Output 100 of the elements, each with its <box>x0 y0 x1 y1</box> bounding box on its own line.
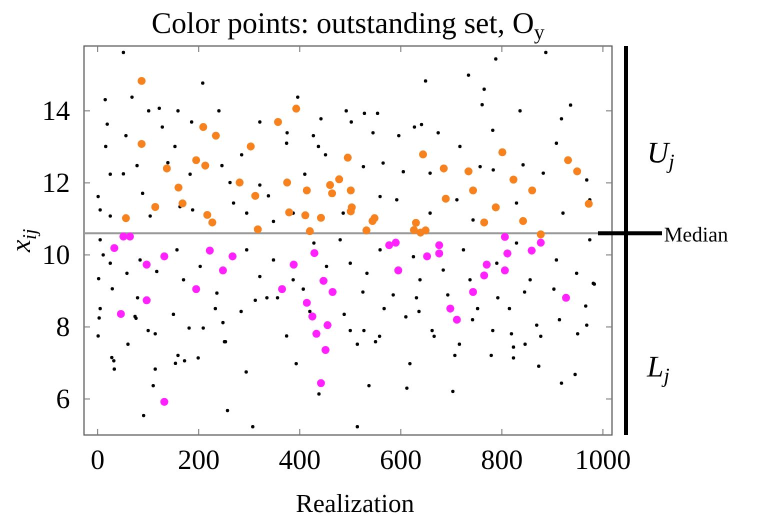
x-tick-label: 200 <box>178 444 220 476</box>
point <box>464 167 472 176</box>
point <box>435 241 444 250</box>
point <box>192 156 200 164</box>
point <box>302 298 311 307</box>
point <box>412 218 420 227</box>
y-tick-label: 12 <box>42 168 70 199</box>
point <box>228 252 237 260</box>
point <box>480 271 488 280</box>
point <box>138 140 146 148</box>
point <box>536 238 545 247</box>
point <box>528 186 536 194</box>
point <box>500 266 509 274</box>
point <box>422 226 430 234</box>
y-tick-label: 8 <box>56 312 70 343</box>
point <box>160 398 168 406</box>
point <box>310 249 318 258</box>
point <box>536 230 545 238</box>
point <box>246 142 255 150</box>
point <box>519 217 528 226</box>
point <box>500 232 509 241</box>
point <box>335 175 344 184</box>
point <box>322 346 330 354</box>
text: U$_{j}$ <box>647 136 675 174</box>
point <box>419 150 428 158</box>
point <box>201 162 210 170</box>
y-tick-label: 6 <box>56 384 70 415</box>
point <box>584 200 593 208</box>
point <box>192 285 200 294</box>
y-tick-label: 14 <box>42 96 70 127</box>
point <box>440 164 448 172</box>
point <box>208 218 216 226</box>
point <box>492 203 500 212</box>
point <box>316 379 325 388</box>
point <box>212 132 220 140</box>
point <box>306 227 314 236</box>
ref-line-label: Median <box>664 222 729 246</box>
point <box>385 241 394 250</box>
point <box>564 156 572 164</box>
point <box>528 246 536 255</box>
point <box>178 199 187 208</box>
point <box>442 194 450 203</box>
point <box>328 189 336 198</box>
point <box>199 123 208 132</box>
x-tick-label: 600 <box>380 444 422 476</box>
x-tick-label: 1000 <box>574 444 631 476</box>
point <box>562 294 570 302</box>
y-tick-label: 10 <box>42 240 70 271</box>
point <box>410 226 418 234</box>
chart-title: Color points: outstanding set, O$_{y}$ <box>152 7 545 44</box>
point <box>116 310 125 318</box>
point <box>218 266 227 274</box>
point <box>316 214 325 222</box>
point <box>142 296 151 304</box>
point <box>320 276 328 285</box>
point <box>138 76 146 85</box>
x-tick-label: 0 <box>90 444 105 476</box>
point <box>236 178 244 186</box>
point <box>423 252 432 260</box>
point <box>324 321 332 330</box>
point <box>368 217 376 226</box>
point <box>503 249 512 258</box>
point <box>301 211 310 220</box>
point <box>292 104 300 113</box>
point <box>174 184 182 192</box>
point <box>302 186 311 194</box>
point <box>251 192 260 200</box>
point <box>122 214 130 222</box>
point <box>285 208 294 216</box>
point <box>394 266 402 274</box>
x-tick-label: 400 <box>278 444 321 476</box>
text: L$_{j}$ <box>646 350 670 388</box>
point <box>480 218 488 226</box>
point <box>446 304 454 313</box>
point <box>328 288 337 296</box>
point <box>469 288 478 296</box>
x-tick-label: 800 <box>480 444 523 476</box>
point <box>469 186 478 194</box>
point <box>498 148 506 156</box>
point <box>254 225 262 234</box>
point <box>346 186 355 194</box>
point <box>308 312 316 320</box>
point <box>362 226 370 234</box>
point <box>162 164 171 172</box>
point <box>274 118 282 126</box>
point <box>290 260 298 269</box>
point <box>206 246 214 255</box>
point <box>392 238 400 247</box>
point <box>126 232 134 241</box>
point <box>278 285 286 294</box>
point <box>482 260 491 269</box>
x-axis-title: Realization <box>296 489 414 518</box>
point <box>312 330 320 338</box>
point <box>435 249 444 258</box>
point <box>344 154 352 162</box>
point <box>151 203 160 211</box>
point <box>110 244 118 252</box>
point <box>142 260 151 269</box>
point <box>452 316 461 324</box>
point <box>573 167 582 176</box>
